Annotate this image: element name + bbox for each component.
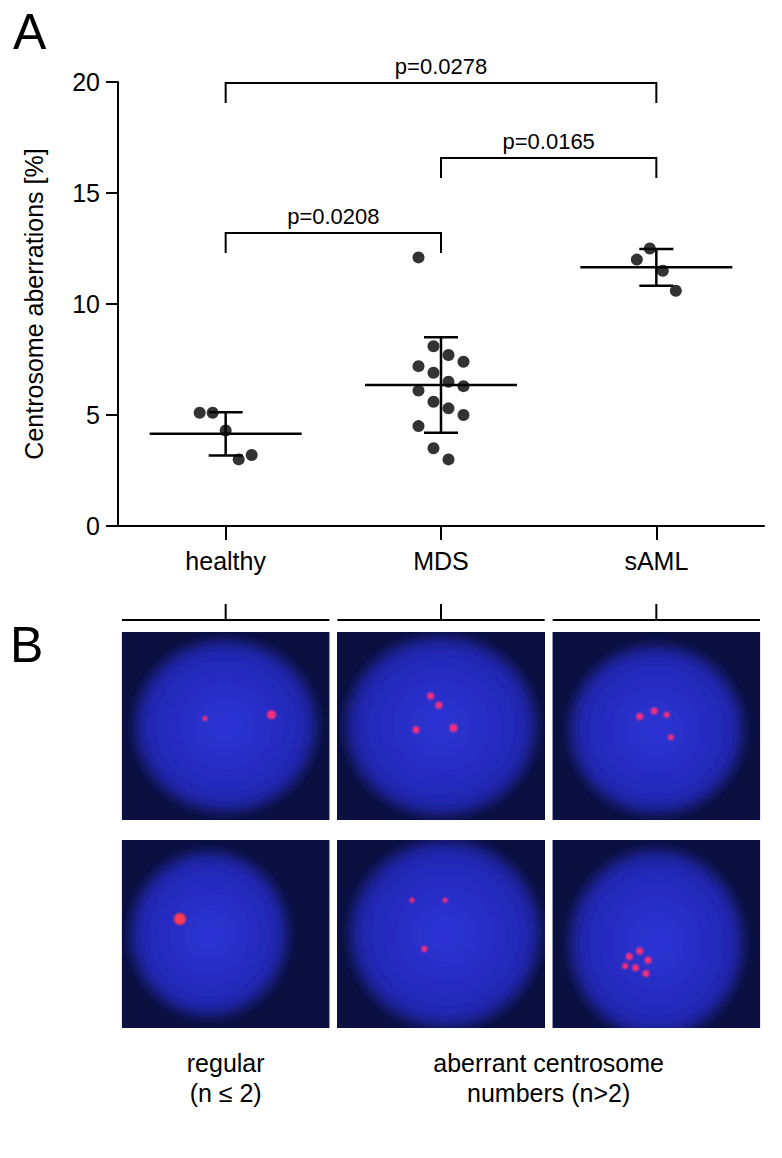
svg-text:(n ≤ 2): (n ≤ 2) (190, 1079, 262, 1107)
svg-text:15: 15 (72, 179, 100, 207)
svg-text:numbers (n>2): numbers (n>2) (467, 1079, 630, 1107)
svg-text:sAML: sAML (624, 547, 688, 575)
svg-text:Centrosome aberrations [%]: Centrosome aberrations [%] (20, 148, 48, 459)
svg-text:20: 20 (72, 68, 100, 96)
svg-text:healthy: healthy (185, 547, 266, 575)
svg-text:A: A (13, 4, 47, 60)
svg-text:p=0.0165: p=0.0165 (502, 129, 594, 154)
svg-text:0: 0 (86, 512, 100, 540)
svg-text:MDS: MDS (413, 547, 469, 575)
svg-text:aberrant centrosome: aberrant centrosome (433, 1049, 664, 1077)
svg-text:p=0.0278: p=0.0278 (395, 54, 487, 79)
svg-text:regular: regular (187, 1049, 265, 1077)
svg-text:5: 5 (86, 401, 100, 429)
svg-text:10: 10 (72, 290, 100, 318)
svg-text:p=0.0208: p=0.0208 (287, 204, 379, 229)
svg-text:B: B (10, 617, 43, 673)
